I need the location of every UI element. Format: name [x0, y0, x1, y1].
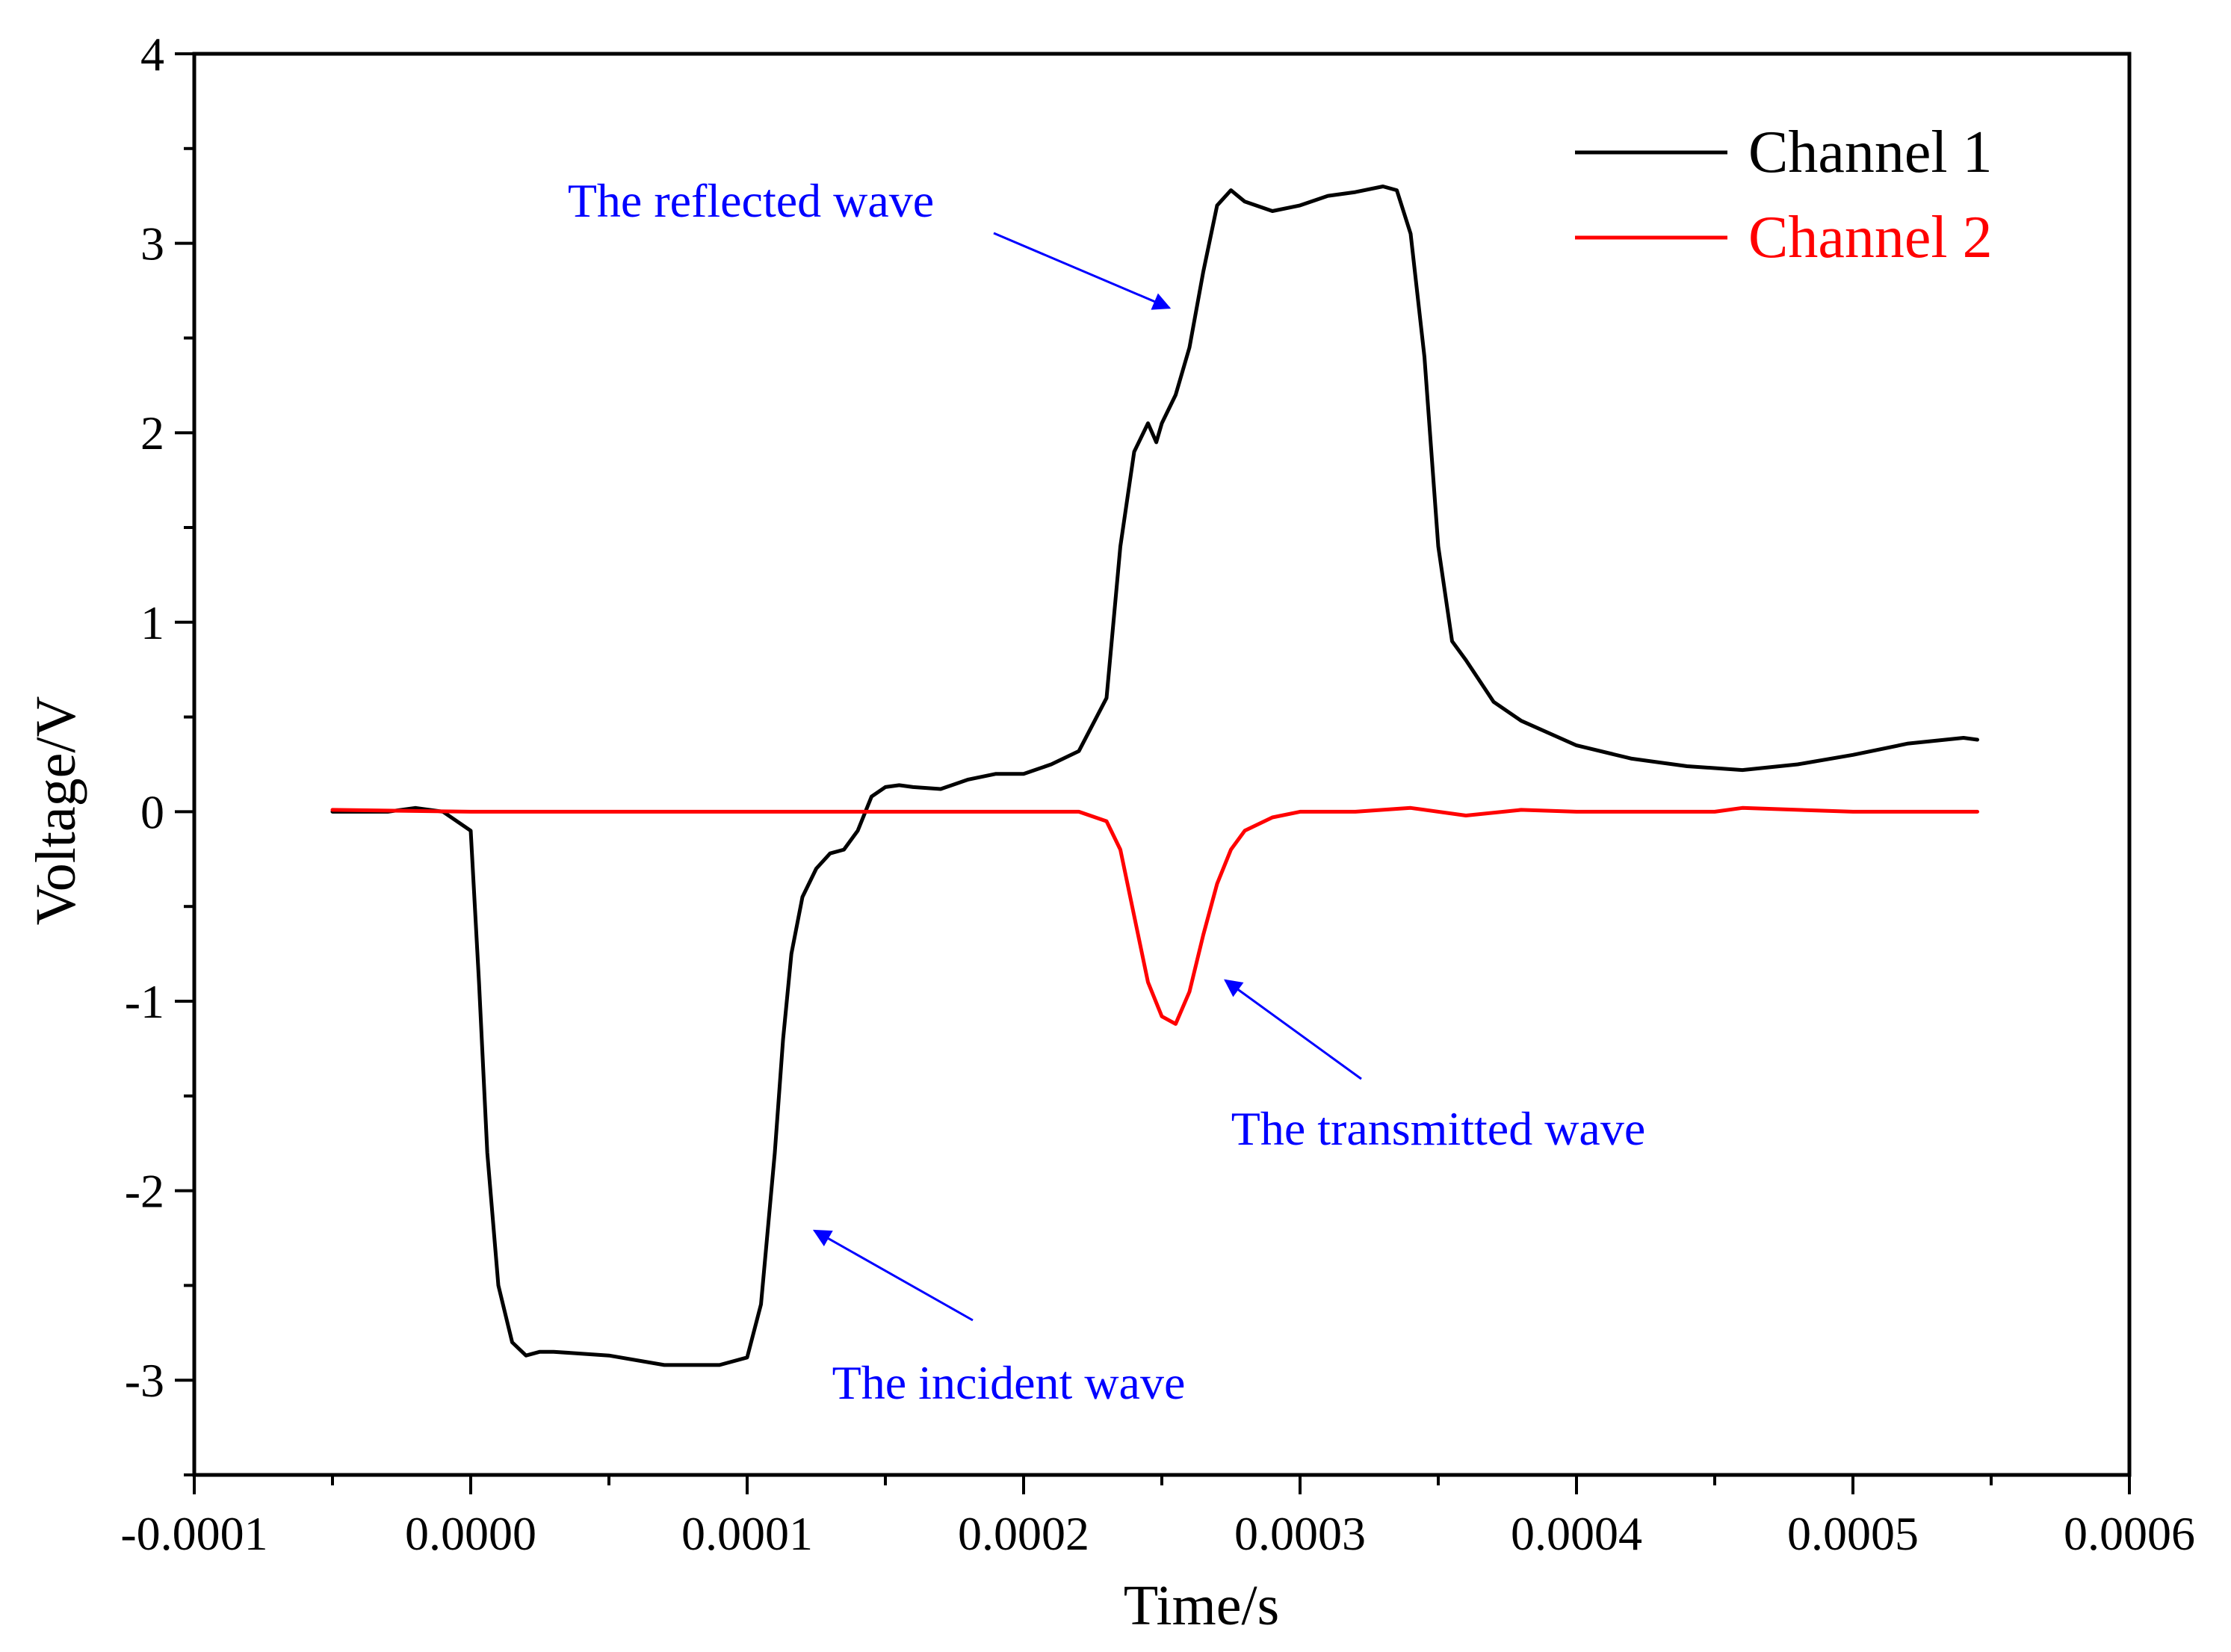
y-tick-label: 4	[140, 28, 164, 81]
x-tick-label: 0.0005	[1787, 1507, 1919, 1560]
x-tick-label: 0.0006	[2064, 1507, 2195, 1560]
y-tick-label: -2	[125, 1165, 164, 1218]
x-axis-title: Time/s	[1124, 1574, 1279, 1637]
x-tick-label: 0.0001	[681, 1507, 813, 1560]
series-line-channel-1	[330, 185, 1979, 1367]
x-tick-label: 0.0004	[1511, 1507, 1642, 1560]
x-tick-label: 0.0000	[405, 1507, 536, 1560]
y-axis-title: Voltage/V	[25, 696, 87, 926]
legend-label-channel-2: Channel 2	[1748, 205, 1993, 270]
annotation-label: The reflected wave	[568, 174, 934, 227]
series-line-channel-2	[330, 805, 1979, 1026]
annotation-label: The transmitted wave	[1231, 1102, 1645, 1155]
legend-label-channel-1: Channel 1	[1748, 120, 1993, 185]
axes: -0.0001 0.0000 0.0001 0.0002 0.0003 0.0004 0.0…	[120, 28, 2195, 1560]
y-tick-label: 1	[140, 596, 164, 649]
y-tick-label: 2	[140, 406, 164, 460]
annotation-arrow	[993, 232, 1172, 310]
annotation-arrow	[1224, 979, 1362, 1080]
x-tick-label: 0.0003	[1234, 1507, 1366, 1560]
annotation-arrow	[812, 1229, 974, 1322]
y-tick-label: 3	[140, 217, 164, 270]
x-tick-label: -0.0001	[120, 1507, 267, 1560]
plot-area	[330, 185, 1979, 1367]
annotations: The reflected wave The transmitted wave Th…	[568, 174, 1645, 1409]
legend: Channel 1 Channel 2	[1575, 120, 1993, 270]
y-tick-label: 0	[140, 785, 164, 838]
annotation-label: The incident wave	[832, 1356, 1186, 1409]
x-tick-label: 0.0002	[958, 1507, 1089, 1560]
y-tick-label: -1	[125, 975, 164, 1028]
y-tick-label: -3	[125, 1354, 164, 1407]
